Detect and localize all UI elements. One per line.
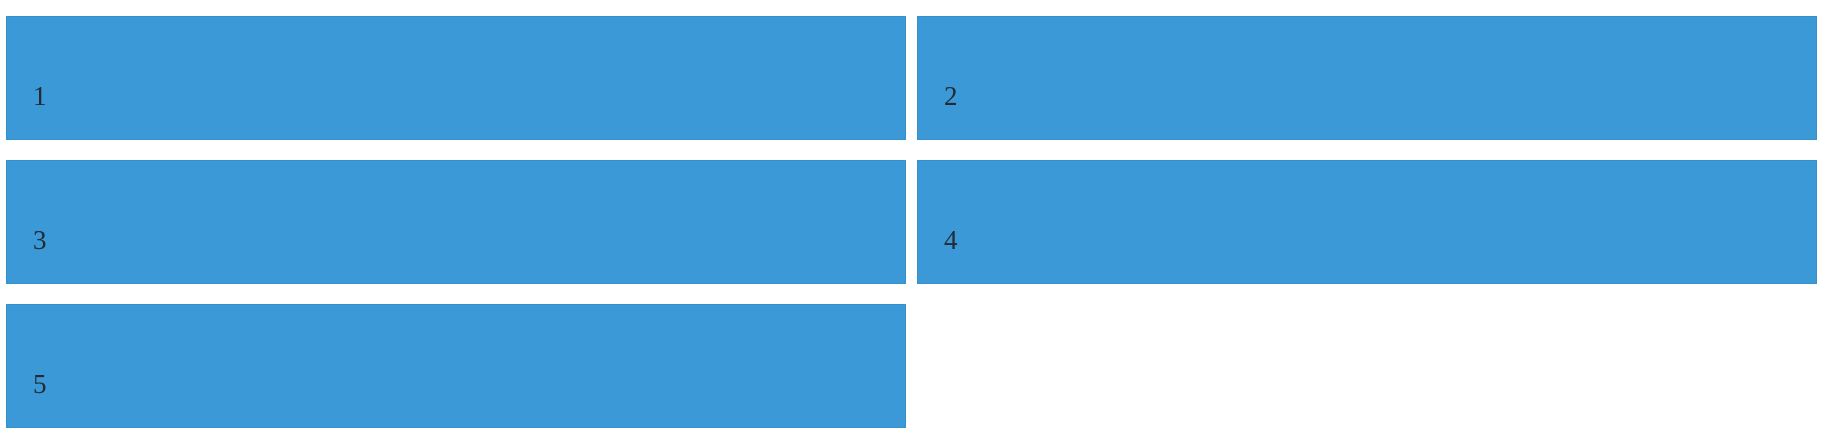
tile-label: 4 (944, 225, 958, 255)
tile-5: 5 (6, 304, 906, 428)
tile-1: 1 (6, 16, 906, 140)
tile-label: 3 (33, 225, 47, 255)
tile-grid: 1 2 3 4 5 (6, 16, 1817, 428)
tile-2: 2 (917, 16, 1817, 140)
tile-label: 1 (33, 81, 47, 111)
tile-label: 2 (944, 81, 958, 111)
tile-label: 5 (33, 369, 47, 399)
tile-3: 3 (6, 160, 906, 284)
tile-4: 4 (917, 160, 1817, 284)
